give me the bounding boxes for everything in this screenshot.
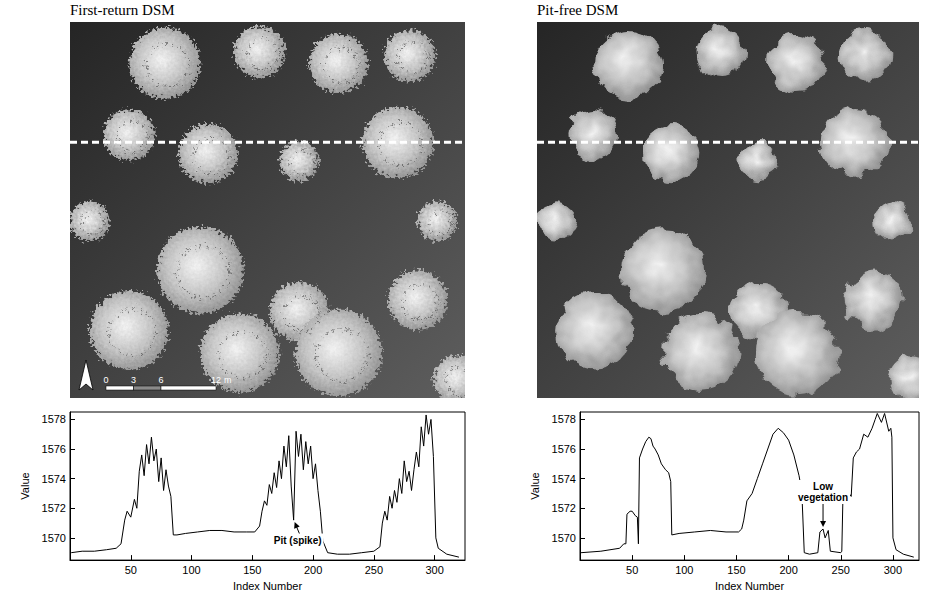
- svg-text:vegetation: vegetation: [798, 492, 848, 503]
- svg-text:Value: Value: [529, 472, 541, 499]
- svg-text:1578: 1578: [552, 413, 576, 425]
- svg-text:Low: Low: [813, 481, 833, 492]
- svg-text:200: 200: [779, 564, 797, 576]
- svg-text:12: 12: [211, 375, 221, 385]
- svg-text:Index Number: Index Number: [233, 580, 302, 592]
- svg-text:300: 300: [884, 564, 902, 576]
- svg-text:50: 50: [125, 564, 137, 576]
- svg-text:250: 250: [365, 564, 383, 576]
- svg-text:1574: 1574: [42, 473, 66, 485]
- svg-text:1576: 1576: [552, 443, 576, 455]
- svg-text:100: 100: [675, 564, 693, 576]
- svg-text:1570: 1570: [552, 532, 576, 544]
- svg-text:m: m: [224, 375, 232, 385]
- svg-text:1570: 1570: [42, 532, 66, 544]
- html-text:First-return DSM: First-return DSM: [70, 2, 175, 18]
- svg-text:6: 6: [158, 375, 163, 385]
- svg-text:Value: Value: [19, 472, 31, 499]
- html-text:Pit-free DSM: Pit-free DSM: [537, 2, 619, 18]
- svg-text:1574: 1574: [552, 473, 576, 485]
- svg-text:1576: 1576: [42, 443, 66, 455]
- svg-text:150: 150: [727, 564, 745, 576]
- svg-text:50: 50: [626, 564, 638, 576]
- svg-text:1572: 1572: [552, 502, 576, 514]
- svg-text:3: 3: [131, 375, 136, 385]
- svg-text:1578: 1578: [42, 413, 66, 425]
- svg-text:100: 100: [182, 564, 200, 576]
- svg-text:Index Number: Index Number: [715, 580, 784, 592]
- svg-text:300: 300: [425, 564, 443, 576]
- svg-text:150: 150: [243, 564, 261, 576]
- svg-text:0: 0: [103, 375, 108, 385]
- svg-text:1572: 1572: [42, 502, 66, 514]
- svg-text:250: 250: [832, 564, 850, 576]
- svg-text:Pit (spike): Pit (spike): [274, 535, 322, 546]
- svg-text:200: 200: [304, 564, 322, 576]
